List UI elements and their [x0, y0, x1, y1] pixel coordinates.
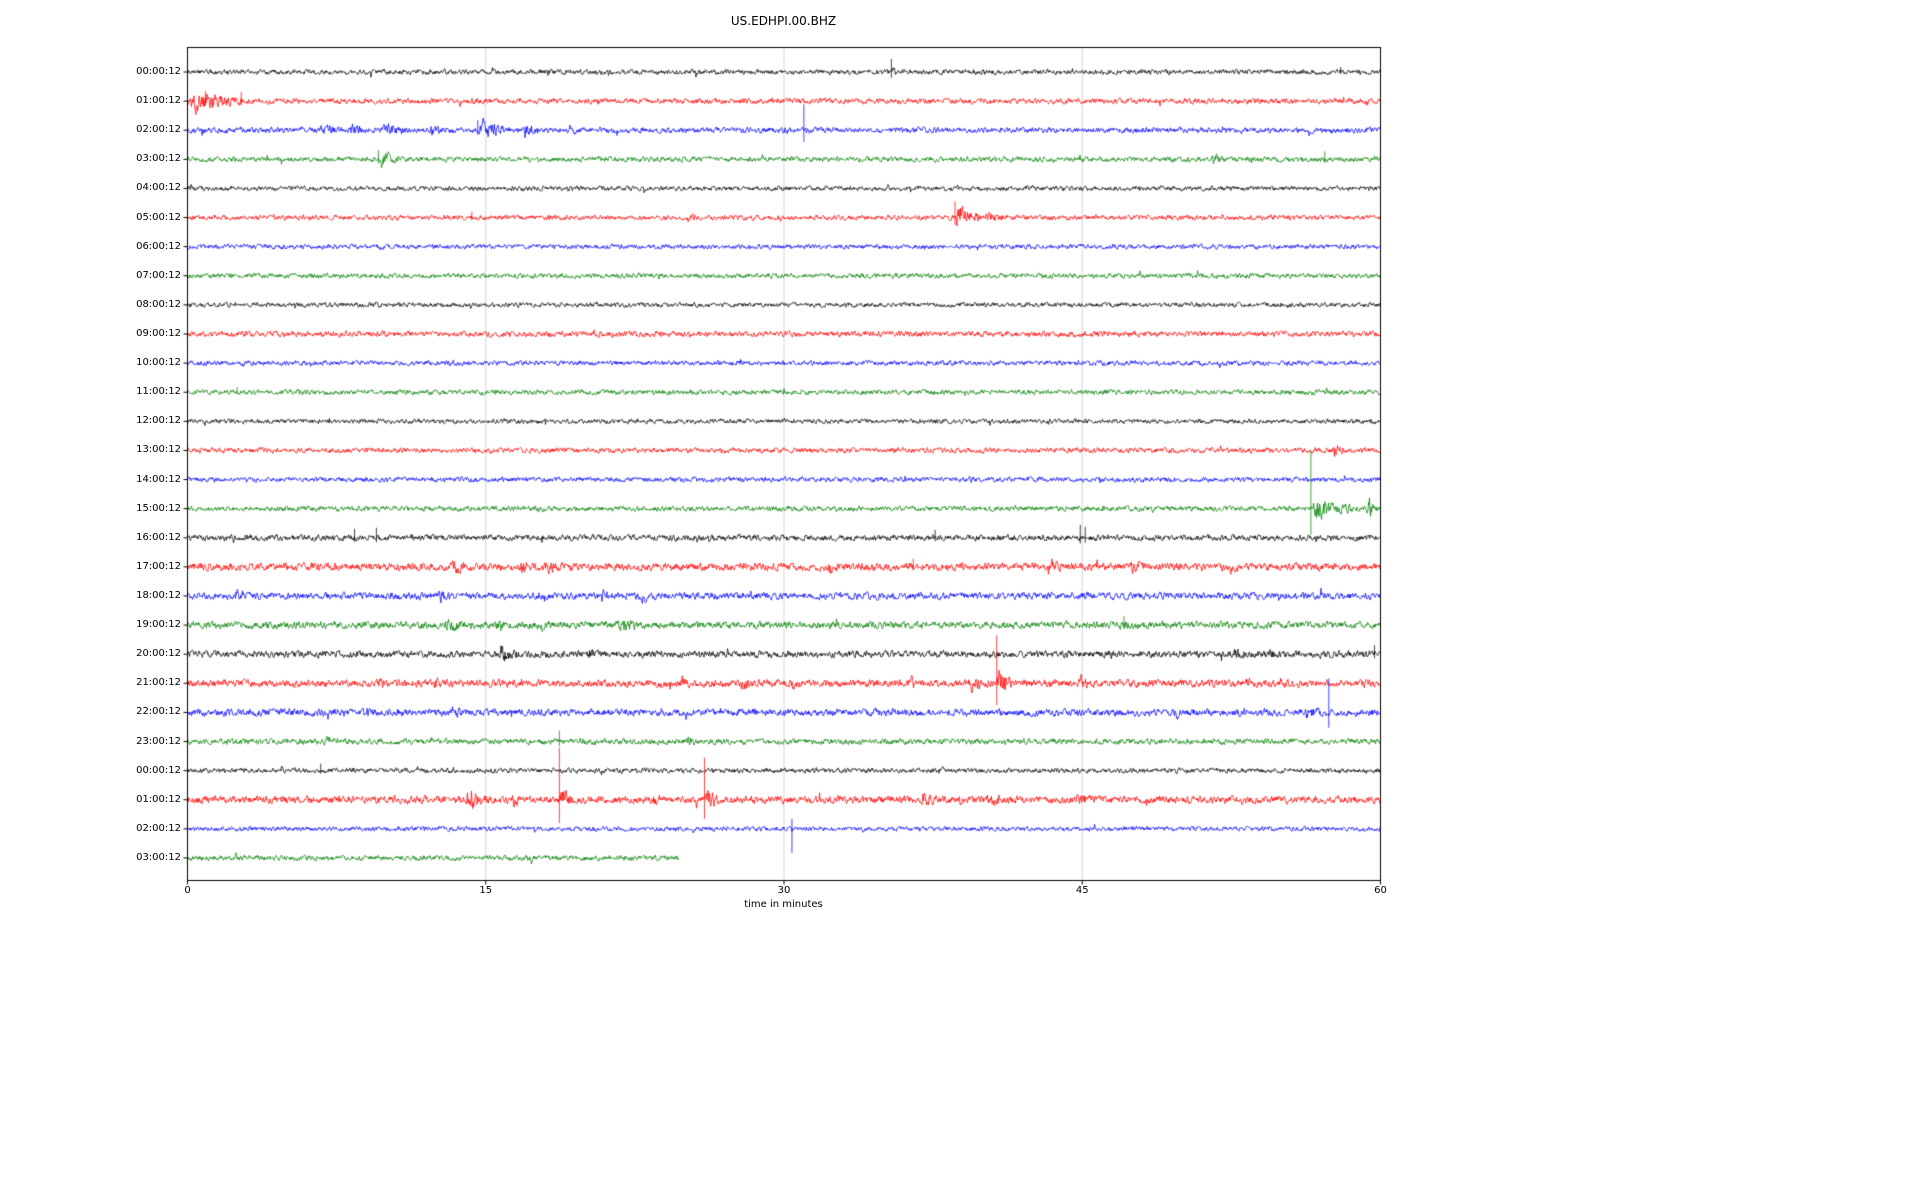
row-time-label: 01:00:12 — [136, 793, 181, 805]
row-time-label: 07:00:12 — [136, 269, 181, 281]
row-time-label: 09:00:12 — [136, 327, 181, 339]
row-time-label: 03:00:12 — [136, 851, 181, 863]
row-time-label: 04:00:12 — [136, 182, 181, 194]
row-time-label: 14:00:12 — [136, 473, 181, 485]
row-time-label: 10:00:12 — [136, 357, 181, 369]
row-time-label: 16:00:12 — [136, 531, 181, 543]
row-time-label: 15:00:12 — [136, 502, 181, 514]
row-time-label: 00:00:12 — [136, 66, 181, 77]
x-axis-label: time in minutes — [744, 899, 823, 910]
row-time-label: 18:00:12 — [136, 589, 181, 601]
row-time-label: 06:00:12 — [136, 240, 181, 252]
row-time-label: 01:00:12 — [136, 95, 181, 107]
row-time-label: 20:00:12 — [136, 648, 181, 660]
chart-title: US.EDHPI.00.BHZ — [730, 14, 837, 28]
x-tick-label: 45 — [1075, 885, 1089, 896]
row-time-label: 00:00:12 — [136, 764, 181, 776]
row-time-label: 21:00:12 — [136, 677, 181, 689]
row-time-label: 19:00:12 — [136, 619, 181, 631]
row-time-label: 12:00:12 — [136, 415, 181, 427]
row-time-label: 22:00:12 — [136, 706, 181, 718]
row-time-label: 11:00:12 — [136, 386, 181, 398]
x-tick-label: 15 — [479, 885, 493, 896]
row-time-label: 05:00:12 — [136, 211, 181, 223]
row-time-label: 23:00:12 — [136, 735, 181, 747]
row-time-label: 03:00:12 — [136, 153, 181, 165]
row-time-label: 08:00:12 — [136, 298, 181, 310]
row-time-label: 13:00:12 — [136, 444, 181, 456]
row-time-label: 17:00:12 — [136, 560, 181, 572]
x-tick-label: 0 — [184, 885, 191, 896]
row-time-label: 02:00:12 — [136, 822, 181, 834]
row-time-label: 02:00:12 — [136, 124, 181, 136]
x-tick-label: 30 — [777, 885, 791, 896]
x-tick-label: 60 — [1374, 885, 1387, 896]
